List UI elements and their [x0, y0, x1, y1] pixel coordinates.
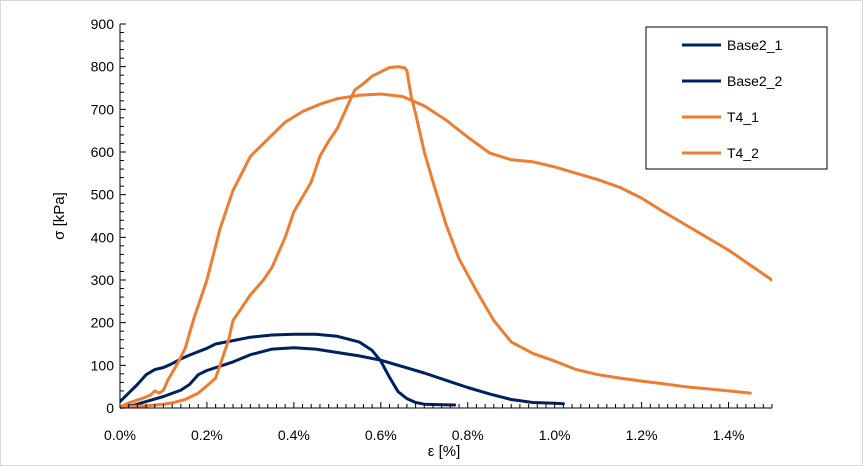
y-tick-label: 0 — [106, 400, 114, 416]
y-tick-label: 400 — [91, 229, 115, 245]
x-tick-label: 1.4% — [713, 427, 745, 443]
x-axis-title: ε [%] — [428, 443, 461, 460]
plot-area — [120, 65, 772, 410]
legend-label: T4_1 — [727, 109, 759, 125]
legend-box — [645, 26, 828, 170]
y-tick-label: 600 — [91, 144, 115, 160]
x-tick-label: 1.2% — [626, 427, 658, 443]
legend-label: Base2_1 — [727, 37, 782, 53]
series-line-t4-2 — [120, 65, 752, 410]
y-axis-title: σ [kPa] — [51, 192, 68, 240]
y-tick-label: 100 — [91, 357, 115, 373]
x-tick-label: 0.4% — [278, 427, 310, 443]
legend-label: Base2_2 — [727, 73, 782, 89]
x-tick-label: 0.6% — [365, 427, 397, 443]
series-line-t4-1 — [120, 92, 772, 409]
series-line-base2-1 — [120, 332, 457, 407]
x-tick-label: 0.8% — [452, 427, 484, 443]
y-tick-label: 300 — [91, 272, 115, 288]
x-tick-label: 0.2% — [191, 427, 223, 443]
axes: 0 100 200 300 400 500 600 700 800 900 0.0% 0.2% 0.4%… — [91, 16, 773, 443]
y-tick-label: 700 — [91, 101, 115, 117]
legend: Base2_1 Base2_2 T4_1 T4_2 — [645, 26, 828, 170]
series-line-base2-2 — [120, 346, 565, 409]
x-tick-label: 0.0% — [104, 427, 136, 443]
y-tick-label: 200 — [91, 315, 115, 331]
x-tick-label: 1.0% — [539, 427, 571, 443]
legend-label: T4_2 — [727, 145, 759, 161]
y-tick-label: 500 — [91, 187, 115, 203]
y-tick-label: 800 — [91, 59, 115, 75]
y-tick-label: 900 — [91, 16, 115, 32]
